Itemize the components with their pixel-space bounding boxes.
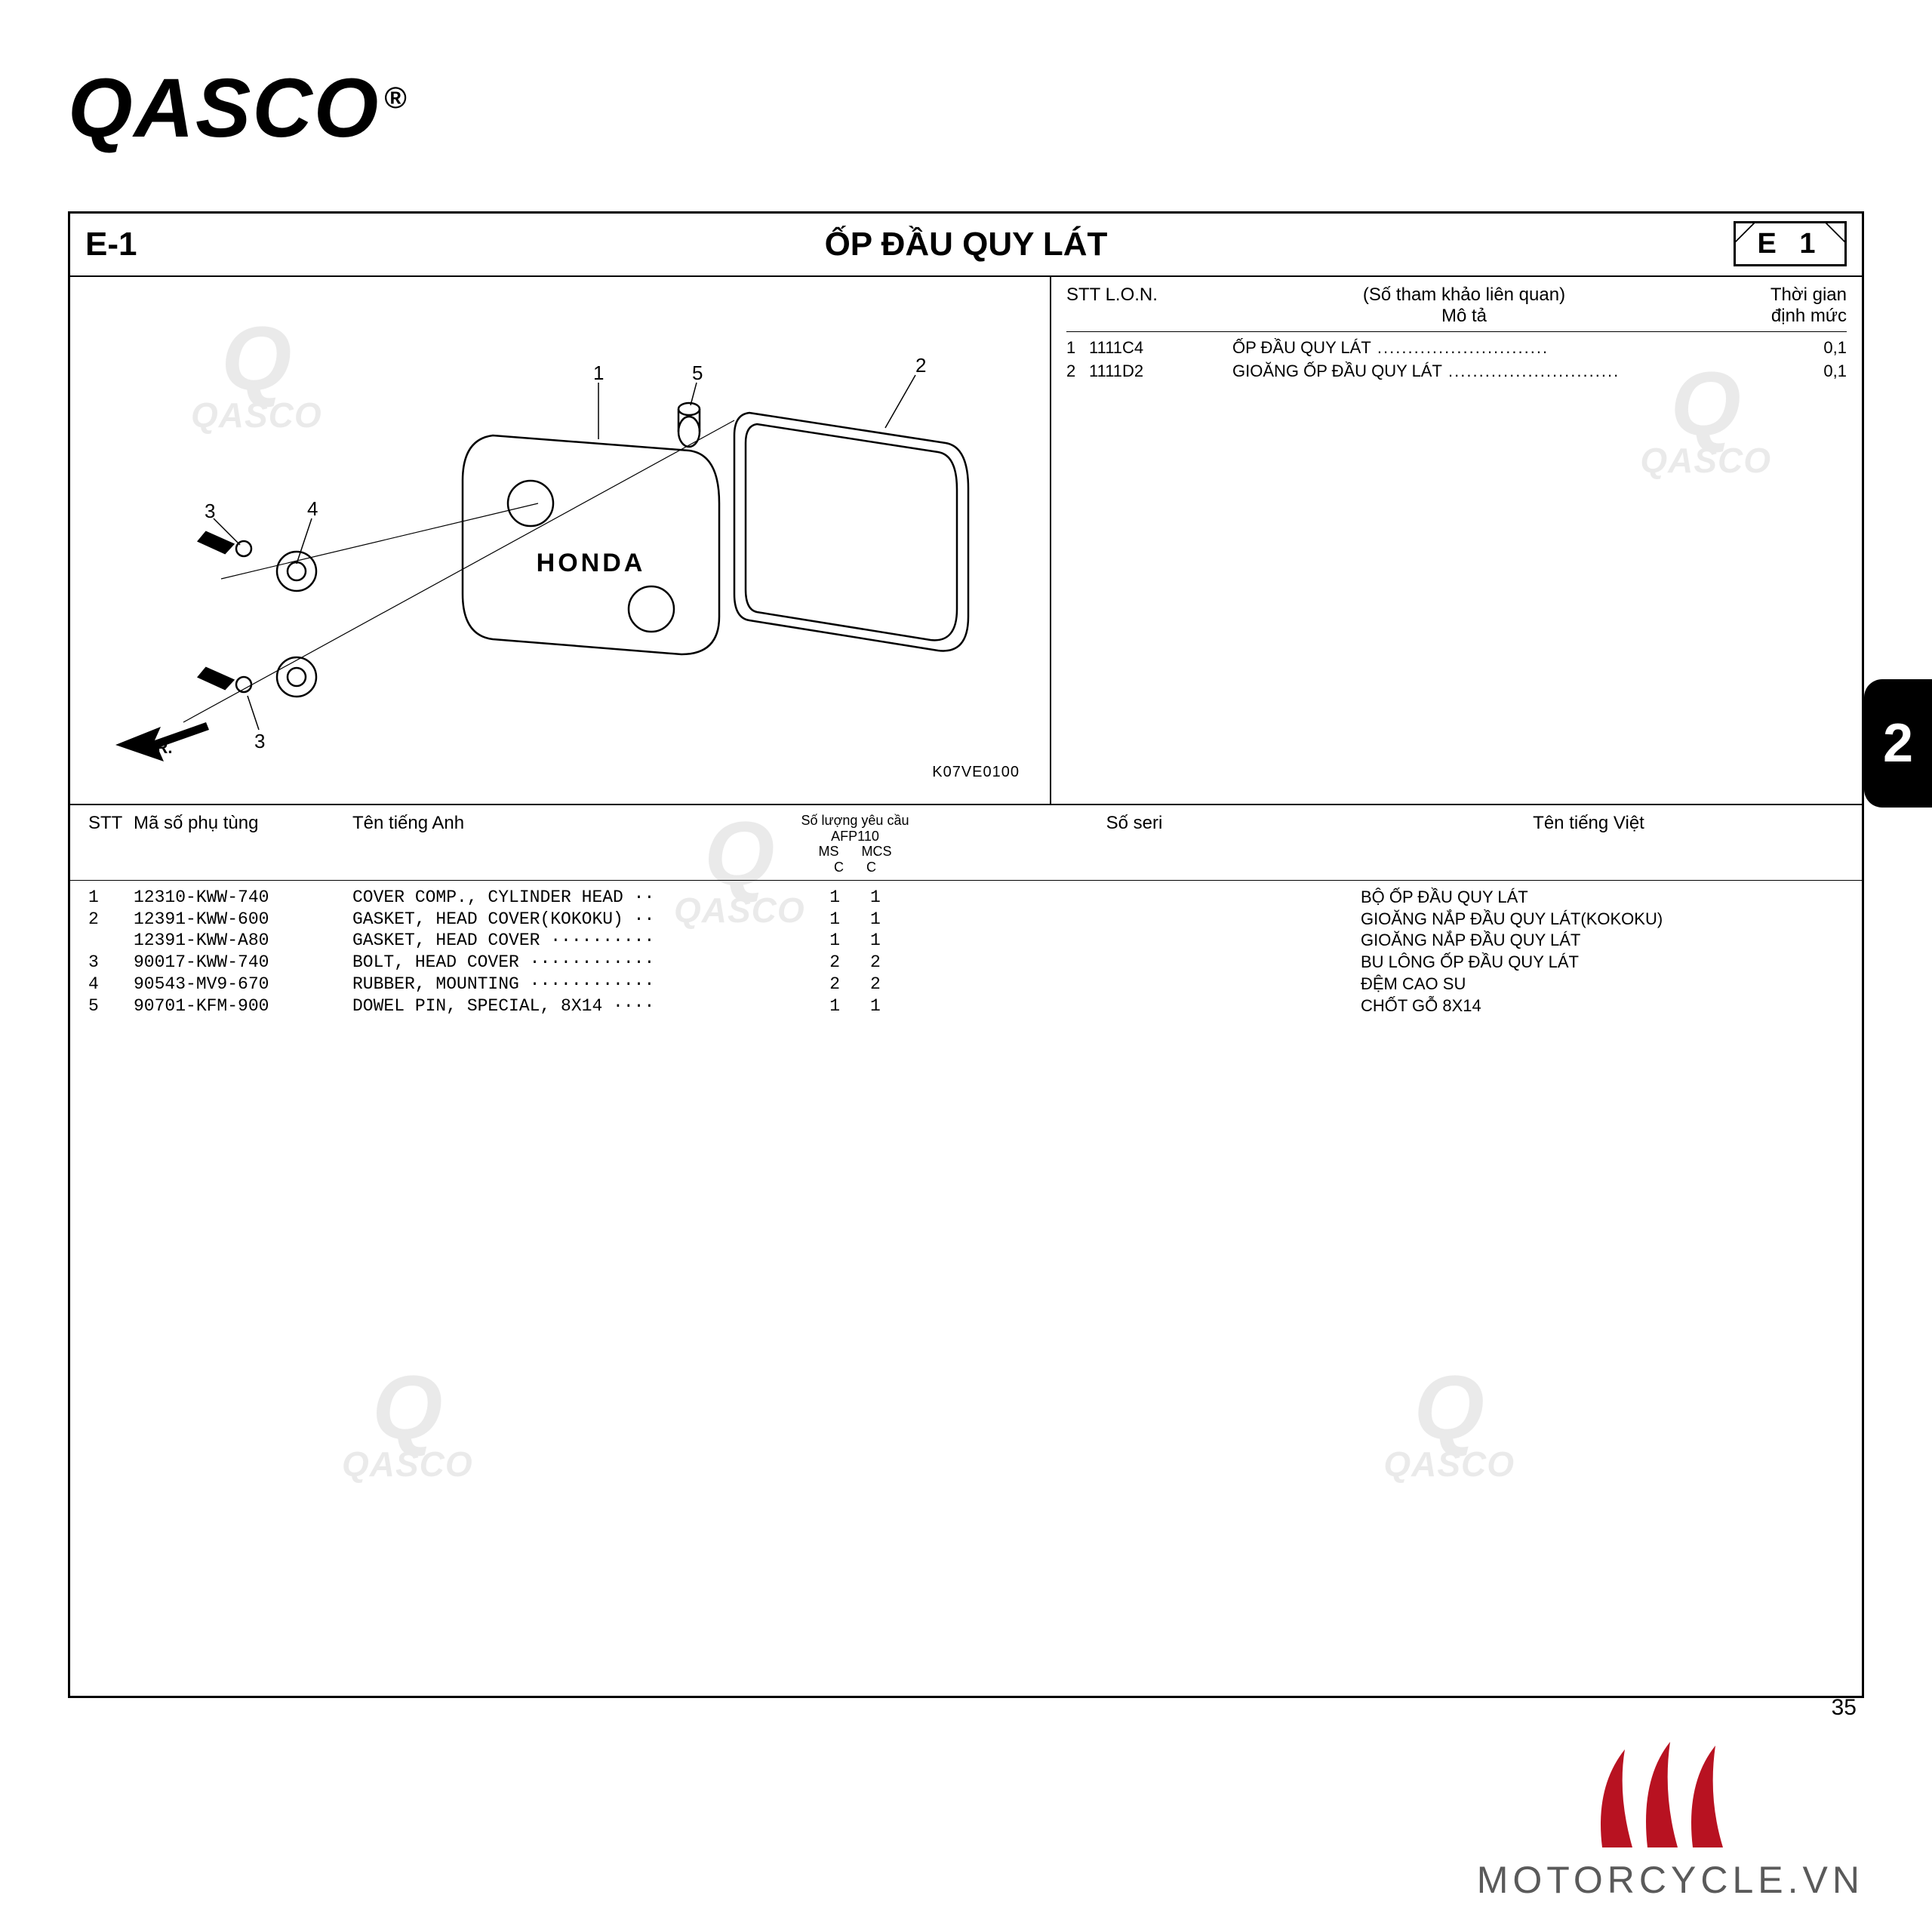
catalog-frame: E-1 ỐP ĐẦU QUY LÁT E 1 QQASCO [68, 211, 1864, 1698]
callout-3-bot: 3 [254, 730, 265, 753]
parts-table-body: 112310-KWW-740COVER COMP., CYLINDER HEAD… [70, 881, 1862, 1032]
parts-row: 390017-KWW-740BOLT, HEAD COVER ·········… [85, 952, 1847, 974]
exploded-diagram: QQASCO HONDA [70, 277, 1051, 804]
col-partno: Mã số phụ tùng [131, 813, 349, 875]
ref-row: 21111D2GIOĂNG ỐP ĐẦU QUY LÁT ...........… [1066, 360, 1847, 383]
top-row: QQASCO HONDA [70, 277, 1862, 805]
callout-1: 1 [593, 361, 604, 385]
col-stt: STT [85, 813, 131, 875]
ref-head-time: Thời gian định mức [1696, 285, 1847, 327]
svg-text:HONDA: HONDA [537, 549, 646, 577]
col-serial: Số seri [938, 813, 1331, 875]
brand-logo: QASCO® [68, 60, 408, 156]
callout-3-top: 3 [205, 500, 215, 523]
section-code-box: E 1 [1734, 221, 1847, 266]
parts-row: 490543-MV9-670RUBBER, MOUNTING ·········… [85, 974, 1847, 995]
watermark-icon: QQASCO [1383, 1371, 1515, 1484]
col-vi: Tên tiếng Việt [1331, 813, 1847, 875]
parts-table-header: STT Mã số phụ tùng Tên tiếng Anh Số lượn… [70, 805, 1862, 881]
section-code-left: E-1 [85, 226, 137, 263]
fr-label: FR. [93, 757, 119, 781]
col-eng: Tên tiếng Anh [349, 813, 772, 875]
brand-text: QASCO [68, 62, 380, 155]
ref-row: 11111C4ỐP ĐẦU QUY LÁT ..................… [1066, 337, 1847, 360]
page-number: 35 [1832, 1695, 1857, 1721]
parts-row: 590701-KFM-900DOWEL PIN, SPECIAL, 8X14 ·… [85, 995, 1847, 1017]
parts-row: 12391-KWW-A80GASKET, HEAD COVER ········… [85, 930, 1847, 952]
parts-row: 112310-KWW-740COVER COMP., CYLINDER HEAD… [85, 887, 1847, 909]
callout-4: 4 [307, 497, 318, 521]
register-mark: ® [384, 82, 408, 115]
watermark-icon: QQASCO [342, 1371, 473, 1484]
ref-head-lon: STT L.O.N. [1066, 285, 1232, 327]
footer-brand-text: MOTORCYCLE.VN [1477, 1858, 1864, 1902]
section-header: E-1 ỐP ĐẦU QUY LÁT E 1 [70, 214, 1862, 277]
diagram-code: K07VE0100 [932, 764, 1020, 781]
ref-header-row: STT L.O.N. (Số tham khảo liên quan) Mô t… [1066, 285, 1847, 332]
callout-5: 5 [692, 361, 703, 385]
watermark-icon: QQASCO [1640, 368, 1771, 481]
reference-table: QQASCO STT L.O.N. (Số tham khảo liên qua… [1051, 277, 1862, 804]
parts-row: 212391-KWW-600GASKET, HEAD COVER(KOKOKU)… [85, 909, 1847, 931]
footer-brand-logo: MOTORCYCLE.VN [1477, 1742, 1864, 1902]
side-tab: 2 [1864, 679, 1932, 808]
diagram-svg: HONDA [70, 277, 1051, 804]
callout-2: 2 [915, 354, 926, 377]
ref-head-mid: (Số tham khảo liên quan) Mô tả [1232, 285, 1696, 327]
col-qty: Số lượng yêu cầu AFP110 MS MCS C C [772, 813, 938, 875]
section-title: ỐP ĐẦU QUY LÁT [825, 226, 1108, 263]
